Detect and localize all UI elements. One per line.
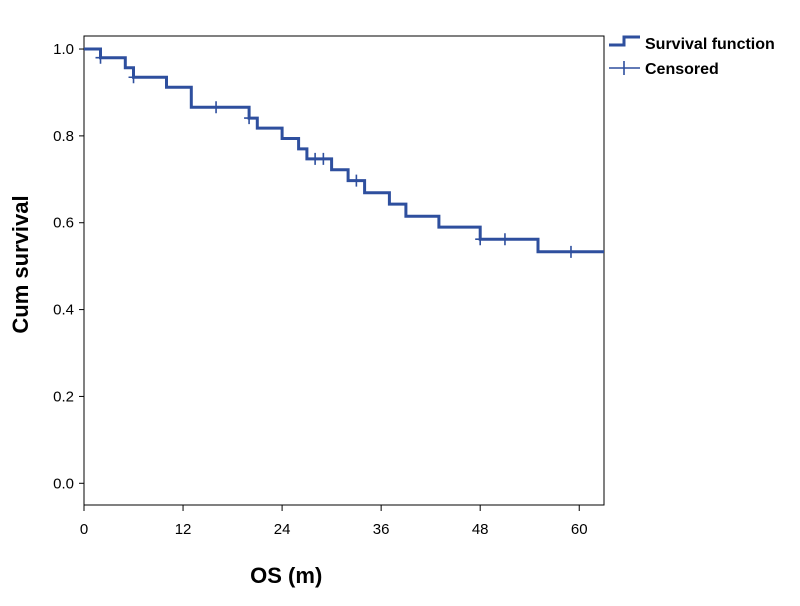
censored-marker: [475, 233, 486, 246]
censored-marker: [128, 71, 139, 84]
censored-cross-shape: [609, 61, 640, 75]
legend-label-censored: Censored: [645, 61, 719, 78]
y-tick-label: 0.4: [53, 302, 74, 319]
y-tick-label: 0.6: [53, 215, 74, 232]
x-tick-label: 24: [274, 521, 291, 538]
x-axis-title: OS (m): [250, 563, 322, 588]
y-tick-label: 0.0: [53, 475, 74, 492]
x-tick-label: 60: [571, 521, 588, 538]
censored-marker: [499, 233, 510, 246]
censored-marker: [318, 152, 329, 165]
censored-marker: [351, 174, 362, 187]
censored-markers: [95, 51, 576, 258]
x-tick-label: 12: [175, 521, 192, 538]
x-axis-ticks: 0 12 24 36 48 60: [80, 505, 588, 538]
series-layer: [84, 47, 604, 254]
legend-step-line-icon: [609, 35, 640, 47]
legend-label-survival-function: Survival function: [645, 36, 775, 53]
y-tick-label: 0.8: [53, 128, 74, 145]
y-tick-label: 1.0: [53, 41, 74, 58]
survival-function-line: [84, 47, 604, 254]
legend: Survival function Censored: [609, 35, 775, 78]
plot-frame: [83, 35, 605, 506]
y-axis-ticks: 0.0 0.2 0.4 0.6 0.8 1.0: [53, 41, 84, 492]
censored-marker: [211, 101, 222, 114]
legend-censored-marker-icon: [609, 61, 640, 75]
y-tick-label: 0.2: [53, 388, 74, 405]
censored-marker: [244, 112, 255, 125]
x-tick-label: 0: [80, 521, 88, 538]
censored-marker: [95, 51, 106, 64]
y-axis-title: Cum survival: [8, 195, 33, 333]
x-tick-label: 48: [472, 521, 489, 538]
censored-marker: [565, 245, 576, 258]
x-tick-label: 36: [373, 521, 390, 538]
